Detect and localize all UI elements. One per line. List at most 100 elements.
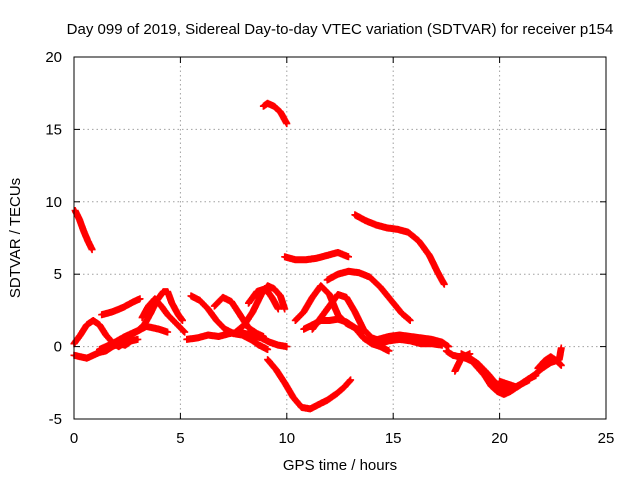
data-marker-path bbox=[264, 356, 355, 413]
data-point bbox=[334, 393, 337, 396]
data-point bbox=[272, 105, 276, 108]
x-axis-label: GPS time / hours bbox=[283, 457, 397, 474]
data-point bbox=[262, 105, 265, 108]
data-point bbox=[387, 339, 391, 343]
data-point bbox=[98, 348, 101, 351]
data-point bbox=[262, 335, 265, 338]
data-point bbox=[223, 328, 227, 331]
data-point bbox=[266, 348, 269, 351]
data-point bbox=[319, 284, 323, 287]
data-point bbox=[336, 313, 340, 316]
data-point bbox=[149, 312, 152, 315]
data-point bbox=[213, 304, 216, 308]
data-point bbox=[206, 307, 210, 311]
data-point bbox=[309, 407, 312, 411]
x-tick-label: 25 bbox=[598, 430, 615, 447]
y-tick-label: 20 bbox=[45, 49, 62, 66]
data-point bbox=[370, 336, 374, 340]
data-point bbox=[189, 294, 193, 298]
series-arc-20 bbox=[351, 211, 448, 288]
data-point bbox=[232, 332, 235, 335]
data-point bbox=[294, 258, 297, 261]
data-point bbox=[206, 333, 210, 337]
data-marker-path bbox=[98, 295, 144, 319]
data-point bbox=[138, 297, 142, 301]
x-tick-label: 5 bbox=[176, 430, 184, 447]
data-point bbox=[249, 338, 252, 341]
data-point bbox=[136, 338, 140, 341]
data-point bbox=[85, 356, 88, 360]
data-point bbox=[343, 385, 346, 389]
data-point bbox=[317, 403, 320, 406]
series-arc-23 bbox=[442, 347, 540, 398]
data-point bbox=[419, 336, 423, 340]
data-point bbox=[255, 290, 259, 293]
data-point bbox=[266, 102, 269, 105]
data-point bbox=[270, 296, 274, 299]
data-point bbox=[85, 323, 88, 327]
data-point bbox=[532, 374, 535, 377]
data-point bbox=[409, 319, 412, 322]
series-arc-19 bbox=[323, 267, 414, 324]
data-point bbox=[389, 299, 393, 302]
series-arc-27 bbox=[451, 350, 474, 375]
data-point bbox=[98, 323, 101, 327]
data-point bbox=[181, 319, 184, 322]
data-point bbox=[111, 310, 114, 314]
data-point bbox=[251, 310, 254, 314]
data-point bbox=[460, 356, 463, 360]
data-point bbox=[300, 406, 303, 409]
data-point bbox=[123, 341, 127, 344]
data-point bbox=[217, 335, 220, 338]
data-point bbox=[398, 338, 401, 341]
data-point bbox=[86, 239, 90, 243]
data-point bbox=[90, 248, 94, 251]
data-point bbox=[406, 231, 410, 234]
x-tick-label: 20 bbox=[491, 430, 508, 447]
data-point bbox=[347, 255, 350, 259]
data-point bbox=[328, 293, 331, 296]
data-point bbox=[304, 258, 308, 261]
data-point bbox=[387, 335, 391, 338]
data-point bbox=[326, 254, 329, 257]
data-point bbox=[417, 239, 420, 243]
y-tick-label: -5 bbox=[49, 411, 62, 428]
data-point bbox=[506, 383, 510, 386]
data-point bbox=[326, 398, 329, 402]
data-point bbox=[368, 275, 371, 279]
data-marker-path bbox=[70, 317, 129, 351]
data-point bbox=[496, 390, 499, 393]
data-point bbox=[132, 300, 135, 303]
data-point bbox=[336, 251, 340, 254]
series-arc-7 bbox=[121, 322, 172, 342]
data-point bbox=[230, 300, 233, 303]
data-point bbox=[362, 336, 365, 340]
data-point bbox=[453, 370, 457, 373]
data-point bbox=[130, 339, 133, 343]
data-point bbox=[215, 319, 218, 322]
data-point bbox=[279, 110, 282, 114]
data-point bbox=[196, 336, 199, 340]
data-point bbox=[91, 319, 95, 322]
series-arc-13 bbox=[259, 99, 291, 128]
data-point bbox=[370, 342, 374, 345]
data-point bbox=[91, 354, 95, 357]
data-point bbox=[255, 332, 259, 335]
data-point bbox=[311, 296, 314, 299]
data-point bbox=[147, 304, 150, 308]
data-point bbox=[82, 229, 85, 232]
data-point bbox=[123, 336, 127, 340]
data-point bbox=[328, 304, 331, 308]
data-point bbox=[560, 364, 563, 367]
grid-lines bbox=[74, 57, 606, 419]
data-point bbox=[515, 385, 518, 389]
data-point bbox=[302, 328, 306, 331]
data-point bbox=[315, 257, 318, 260]
data-point bbox=[140, 316, 144, 319]
axis-ticks: 0 5 10 15 20 25 -5 0 5 10 15 20 bbox=[45, 49, 614, 447]
y-tick-label: 10 bbox=[45, 194, 62, 211]
data-point bbox=[319, 316, 323, 319]
data-point bbox=[353, 326, 357, 329]
data-point bbox=[283, 307, 286, 311]
